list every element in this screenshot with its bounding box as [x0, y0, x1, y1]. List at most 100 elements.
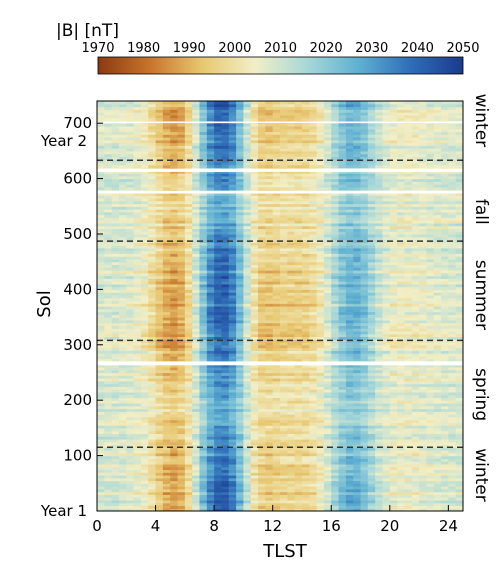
heatmap-cell	[411, 466, 420, 471]
heatmap-cell	[382, 275, 391, 279]
heatmap-cell	[301, 278, 310, 282]
heatmap-cell	[140, 281, 149, 285]
heatmap-cell	[338, 353, 347, 357]
heatmap-cell	[375, 245, 384, 249]
heatmap-cell	[331, 389, 340, 393]
heatmap-cell	[265, 336, 274, 340]
heatmap-cell	[221, 461, 230, 465]
heatmap-cell	[316, 236, 325, 241]
heatmap-cell	[455, 402, 463, 407]
heatmap-cell	[294, 333, 303, 338]
heatmap-cell	[301, 425, 310, 429]
heatmap-cell	[111, 375, 120, 379]
heatmap-cell	[184, 469, 193, 473]
heatmap-cell	[177, 408, 186, 412]
heatmap-cell	[111, 292, 120, 296]
heatmap-cell	[345, 430, 354, 435]
heatmap-cell	[118, 289, 127, 293]
heatmap-cell	[433, 469, 442, 473]
heatmap-cell	[367, 474, 376, 479]
heatmap-cell	[433, 386, 442, 390]
heatmap-cell	[170, 314, 179, 318]
heatmap-cell	[184, 369, 193, 374]
heatmap-cell	[280, 433, 288, 437]
heatmap-cell	[353, 408, 362, 412]
heatmap-cell	[433, 264, 442, 268]
heatmap-cell	[250, 358, 259, 363]
heatmap-cell	[411, 236, 420, 241]
heatmap-cell	[433, 497, 442, 501]
heatmap-cell	[243, 419, 252, 423]
heatmap-cell	[192, 267, 201, 271]
heatmap-cell	[177, 508, 186, 511]
heatmap-cell	[419, 358, 427, 363]
heatmap-cell	[126, 286, 135, 290]
heatmap-cell	[265, 483, 274, 487]
heatmap-cell	[170, 358, 179, 363]
heatmap-cell	[345, 458, 354, 462]
heatmap-cell	[360, 400, 369, 404]
heatmap-cell	[177, 441, 186, 446]
heatmap-cell	[375, 466, 384, 471]
heatmap-cell	[455, 353, 463, 357]
heatmap-cell	[104, 474, 113, 479]
heatmap-cell	[382, 505, 391, 509]
heatmap-cell	[309, 253, 318, 257]
heatmap-cell	[184, 400, 193, 404]
heatmap-cell	[426, 397, 435, 401]
heatmap-cell	[184, 494, 193, 498]
heatmap-cell	[155, 436, 164, 440]
heatmap-cell	[353, 256, 362, 260]
heatmap-cell	[214, 308, 223, 313]
heatmap-cell	[140, 441, 149, 446]
heatmap-cell	[360, 355, 369, 360]
heatmap-cell	[177, 422, 186, 426]
heatmap-cell	[140, 455, 149, 459]
heatmap-cell	[192, 317, 201, 321]
heatmap-cell	[360, 325, 369, 329]
heatmap-cell	[140, 436, 149, 440]
colorbar-tick-labels: 1970 1980 1990 2000 2010 2020 2030 2040 2050	[81, 41, 479, 56]
heatmap-cell	[448, 444, 457, 448]
heatmap-cell	[118, 242, 127, 246]
heatmap-cell	[331, 463, 340, 468]
heatmap-cell	[360, 330, 369, 335]
heatmap-cell	[309, 261, 318, 266]
heatmap-cell	[441, 256, 449, 260]
heatmap-cell	[228, 444, 237, 448]
heatmap-cell	[433, 286, 442, 290]
heatmap-cell	[170, 400, 179, 404]
heatmap-cell	[111, 289, 120, 293]
heatmap-cell	[280, 364, 288, 368]
heatmap-cell	[411, 358, 420, 363]
heatmap-cell	[411, 499, 420, 504]
heatmap-cell	[258, 427, 266, 432]
heatmap-cell	[360, 319, 369, 324]
heatmap-cell	[316, 372, 325, 376]
heatmap-cell	[419, 256, 427, 260]
heatmap-cell	[389, 414, 398, 418]
heatmap-cell	[243, 425, 252, 429]
heatmap-cell	[126, 416, 135, 421]
heatmap-cell	[184, 311, 193, 315]
heatmap-cell	[258, 469, 266, 473]
heatmap-cell	[250, 441, 259, 446]
heatmap-cell	[126, 325, 135, 329]
heatmap-cell	[170, 292, 179, 296]
heatmap-cell	[265, 408, 274, 412]
heatmap-cell	[118, 444, 127, 448]
heatmap-cell	[236, 289, 244, 293]
heatmap-cell	[214, 322, 223, 326]
heatmap-cell	[104, 358, 113, 363]
heatmap-cell	[97, 430, 105, 435]
heatmap-cell	[206, 322, 215, 326]
heatmap-cell	[411, 419, 420, 423]
heatmap-cell	[345, 333, 354, 338]
heatmap-cell	[265, 330, 274, 335]
heatmap-cell	[426, 342, 435, 346]
heatmap-cell	[148, 353, 157, 357]
heatmap-cell	[353, 267, 362, 271]
heatmap-cell	[426, 283, 435, 288]
heatmap-cell	[250, 397, 259, 401]
heatmap-cell	[433, 372, 442, 376]
